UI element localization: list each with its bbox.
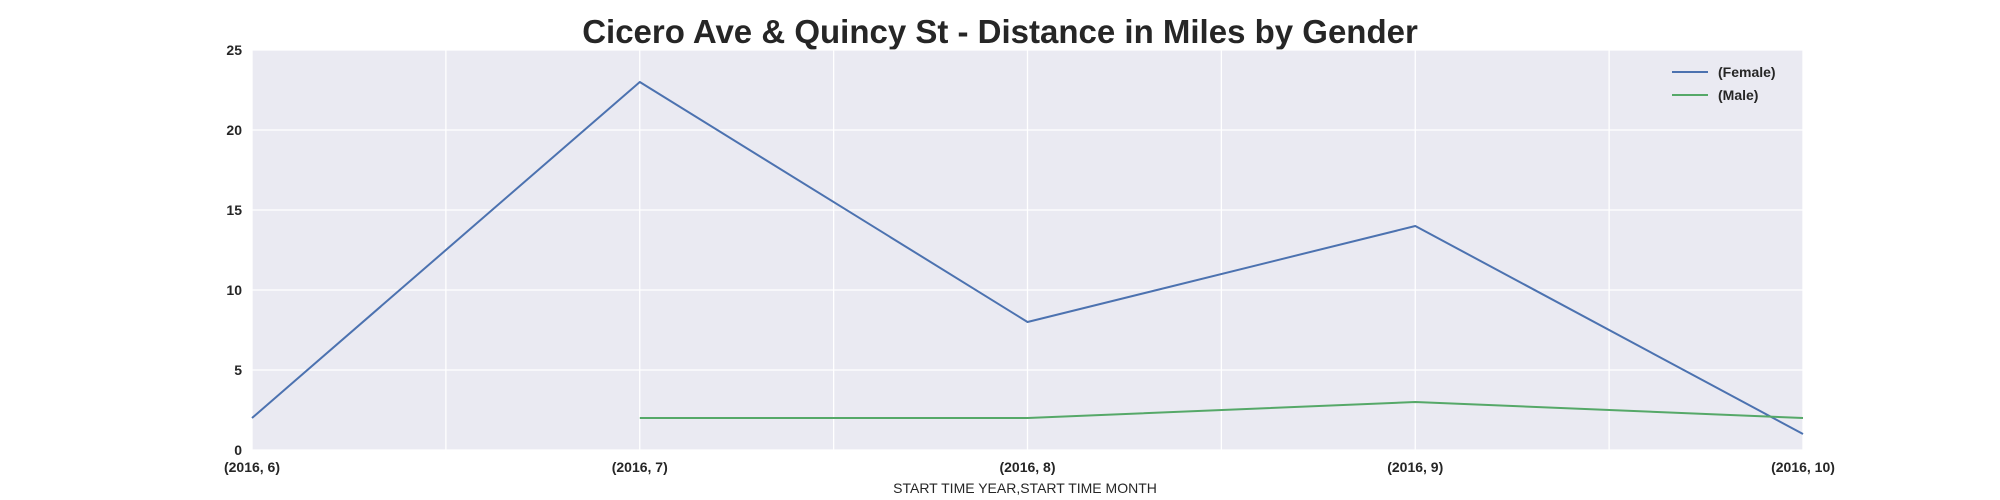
y-tick-label: 25 (226, 42, 242, 58)
series-layer (251, 81, 1804, 435)
y-tick-label: 20 (226, 122, 242, 138)
y-axis: 0 5 10 15 20 25 (226, 42, 242, 458)
series-line (251, 81, 1804, 435)
x-tick-label: (2016, 7) (612, 459, 668, 475)
chart-title: Cicero Ave & Quincy St - Distance in Mil… (582, 13, 1418, 50)
x-tick-label: (2016, 6) (224, 459, 280, 475)
x-axis-label: START TIME YEAR,START TIME MONTH (893, 480, 1157, 496)
grid-lines (251, 49, 1804, 451)
legend-label: (Male) (1718, 87, 1758, 103)
y-tick-label: 0 (234, 442, 242, 458)
legend-label: (Female) (1718, 64, 1776, 80)
x-tick-label: (2016, 9) (1387, 459, 1443, 475)
y-tick-label: 5 (234, 362, 242, 378)
y-tick-label: 15 (226, 202, 242, 218)
y-tick-label: 10 (226, 282, 242, 298)
series-line (639, 401, 1804, 419)
legend: (Female) (Male) (1672, 64, 1776, 103)
x-tick-label: (2016, 8) (999, 459, 1055, 475)
x-axis: (2016, 6) (2016, 7) (2016, 8) (2016, 9) (201… (224, 459, 1835, 475)
x-tick-label: (2016, 10) (1771, 459, 1835, 475)
